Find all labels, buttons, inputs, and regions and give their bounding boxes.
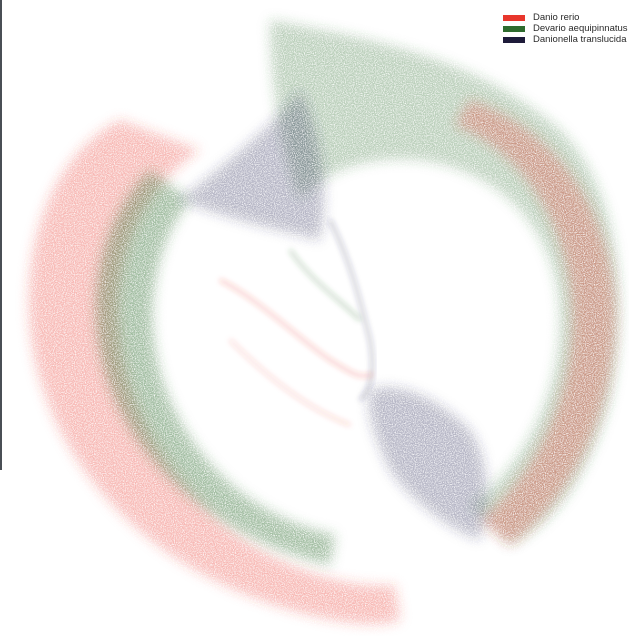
legend-swatch [503,14,525,21]
legend-label: Danio rerio [533,12,580,23]
left-edge-line [0,0,2,470]
legend: Danio rerio Devario aequipinnatus Danion… [503,12,628,45]
legend-swatch [503,36,525,43]
legend-label: Devario aequipinnatus [533,23,628,34]
point-cloud [28,20,620,624]
legend-item: Danio rerio [503,12,628,23]
legend-item: Devario aequipinnatus [503,23,628,34]
legend-label: Danionella translucida [533,34,627,45]
legend-item: Danionella translucida [503,34,628,45]
legend-swatch [503,25,525,32]
central-strands [219,219,374,426]
